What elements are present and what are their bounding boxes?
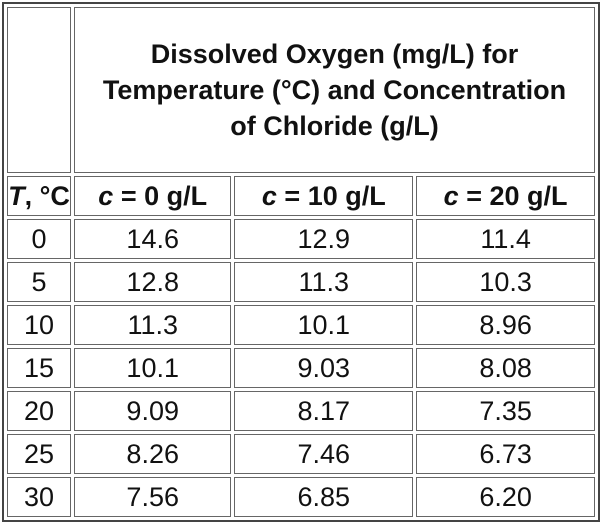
- table-row: 15 10.1 9.03 8.08: [7, 348, 595, 388]
- cell-temperature: 20: [7, 391, 71, 431]
- header-c10-var: c: [261, 180, 277, 211]
- cell-c10: 8.17: [234, 391, 414, 431]
- cell-temperature: 30: [7, 477, 71, 517]
- header-c20-unit: = 20 g/L: [458, 180, 568, 211]
- cell-temperature: 5: [7, 262, 71, 302]
- header-temperature-unit: , °C: [24, 180, 70, 211]
- cell-c20: 8.08: [416, 348, 595, 388]
- table-row: 10 11.3 10.1 8.96: [7, 305, 595, 345]
- cell-c10: 7.46: [234, 434, 414, 474]
- cell-temperature: 10: [7, 305, 71, 345]
- table-row: 30 7.56 6.85 6.20: [7, 477, 595, 517]
- header-c20-var: c: [443, 180, 459, 211]
- cell-c20: 10.3: [416, 262, 595, 302]
- header-c0-var: c: [98, 180, 114, 211]
- table-row: 25 8.26 7.46 6.73: [7, 434, 595, 474]
- table-row: 0 14.6 12.9 11.4: [7, 219, 595, 259]
- header-c0-unit: = 0 g/L: [113, 180, 208, 211]
- title-line-1: Dissolved Oxygen (mg/L) for: [150, 39, 519, 69]
- cell-temperature: 15: [7, 348, 71, 388]
- cell-c10: 9.03: [234, 348, 414, 388]
- cell-c10: 6.85: [234, 477, 414, 517]
- cell-temperature: 25: [7, 434, 71, 474]
- cell-c10: 11.3: [234, 262, 414, 302]
- cell-c20: 6.73: [416, 434, 595, 474]
- cell-c10: 10.1: [234, 305, 414, 345]
- cell-c0: 9.09: [74, 391, 232, 431]
- corner-cell: [7, 7, 71, 173]
- header-c10: c = 10 g/L: [234, 176, 414, 216]
- cell-c0: 11.3: [74, 305, 232, 345]
- header-row: T, °C c = 0 g/L c = 10 g/L c = 20 g/L: [7, 176, 595, 216]
- cell-c0: 8.26: [74, 434, 232, 474]
- title-line-2: Temperature (°C) and Concentration: [102, 75, 567, 105]
- title-line-3: of Chloride (g/L): [230, 111, 439, 141]
- cell-c0: 7.56: [74, 477, 232, 517]
- table-row: 20 9.09 8.17 7.35: [7, 391, 595, 431]
- table-row: 5 12.8 11.3 10.3: [7, 262, 595, 302]
- header-c10-unit: = 10 g/L: [276, 180, 386, 211]
- header-temperature-var: T: [8, 180, 25, 211]
- cell-c20: 7.35: [416, 391, 595, 431]
- table-title: Dissolved Oxygen (mg/L) for Temperature …: [74, 7, 595, 173]
- title-row: Dissolved Oxygen (mg/L) for Temperature …: [7, 7, 595, 173]
- cell-c0: 14.6: [74, 219, 232, 259]
- cell-c0: 12.8: [74, 262, 232, 302]
- cell-temperature: 0: [7, 219, 71, 259]
- header-temperature: T, °C: [7, 176, 71, 216]
- cell-c20: 11.4: [416, 219, 595, 259]
- cell-c0: 10.1: [74, 348, 232, 388]
- cell-c20: 8.96: [416, 305, 595, 345]
- header-c0: c = 0 g/L: [74, 176, 232, 216]
- cell-c10: 12.9: [234, 219, 414, 259]
- cell-c20: 6.20: [416, 477, 595, 517]
- header-c20: c = 20 g/L: [416, 176, 595, 216]
- dissolved-oxygen-table: Dissolved Oxygen (mg/L) for Temperature …: [2, 2, 600, 522]
